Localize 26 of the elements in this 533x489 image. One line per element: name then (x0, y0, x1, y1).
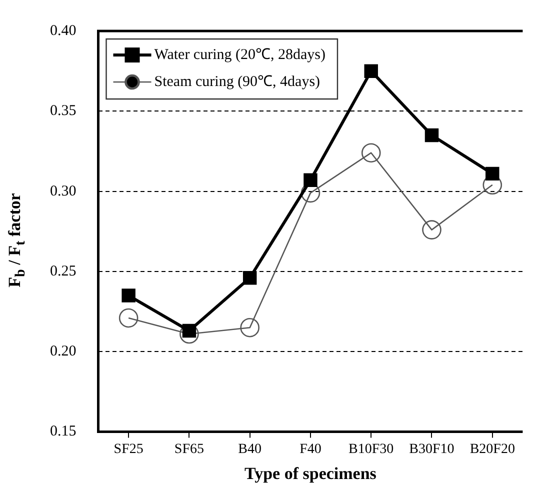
y-tick-label: 0.25 (50, 263, 76, 280)
y-tick-label: 0.35 (50, 103, 76, 120)
x-tick-label: B10F30 (348, 442, 394, 457)
x-tick-label: SF25 (114, 442, 144, 457)
legend-label: Water curing (20℃, 28days) (154, 46, 326, 63)
point (240, 318, 260, 338)
x-tick-label: B20F20 (470, 442, 515, 457)
x-tick-label: SF65 (174, 442, 204, 457)
y-tick-label: 0.30 (50, 183, 76, 200)
point (122, 288, 136, 302)
y-tick-label: 0.15 (50, 424, 76, 440)
legend-label: Steam curing (90℃, 4days) (154, 74, 320, 90)
point (361, 143, 381, 162)
point (304, 173, 318, 187)
point (422, 220, 442, 240)
x-tick-label: F40 (300, 442, 322, 457)
point (242, 271, 257, 285)
point (486, 166, 500, 181)
x-axis-title: Type of specimens (244, 464, 377, 484)
point (118, 308, 138, 328)
x-tick-label: B30F10 (409, 442, 454, 457)
y-tick-label: 0.40 (50, 22, 76, 39)
y-tick-label: 0.20 (50, 344, 76, 360)
point (364, 64, 378, 78)
x-tick-label: B40 (238, 442, 262, 457)
point (424, 128, 439, 142)
